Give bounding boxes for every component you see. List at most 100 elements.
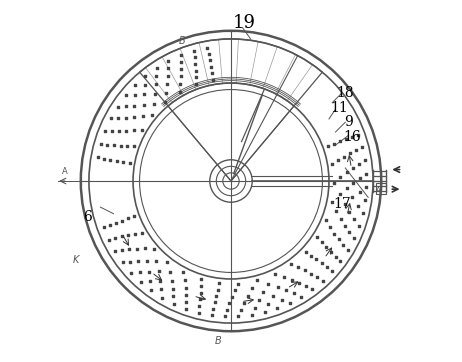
Point bbox=[313, 257, 320, 262]
Point bbox=[196, 303, 203, 309]
Point bbox=[337, 258, 344, 264]
Point bbox=[260, 290, 267, 295]
Point bbox=[328, 269, 335, 274]
Point bbox=[118, 247, 126, 253]
Point bbox=[141, 245, 148, 251]
Point bbox=[286, 300, 293, 306]
Point bbox=[244, 293, 251, 299]
Point bbox=[313, 274, 321, 280]
Point bbox=[101, 128, 109, 134]
Point bbox=[209, 306, 217, 312]
Point bbox=[363, 171, 370, 177]
Point bbox=[322, 244, 330, 250]
Point bbox=[337, 174, 344, 180]
Point bbox=[170, 294, 177, 299]
Point bbox=[192, 75, 200, 80]
Point bbox=[255, 298, 262, 303]
Point bbox=[349, 165, 357, 171]
Point bbox=[127, 258, 134, 264]
Point bbox=[235, 313, 242, 319]
Point bbox=[107, 157, 114, 163]
Point bbox=[164, 259, 171, 265]
Point bbox=[343, 185, 350, 191]
Point bbox=[346, 230, 353, 235]
Text: 17: 17 bbox=[333, 197, 351, 211]
Point bbox=[336, 138, 344, 144]
Point bbox=[131, 143, 138, 149]
Point bbox=[132, 231, 139, 237]
Point bbox=[359, 210, 366, 216]
Point bbox=[361, 157, 369, 163]
Point bbox=[349, 194, 356, 200]
Point bbox=[147, 287, 155, 293]
Point bbox=[248, 286, 255, 291]
Point bbox=[334, 157, 342, 163]
Point bbox=[328, 199, 335, 205]
Text: K: K bbox=[73, 254, 79, 265]
Text: 16: 16 bbox=[343, 130, 361, 144]
Point bbox=[228, 294, 236, 300]
Point bbox=[314, 234, 321, 240]
Point bbox=[132, 82, 139, 88]
Point bbox=[302, 283, 310, 289]
Point bbox=[216, 280, 223, 286]
Point bbox=[298, 294, 305, 300]
Point bbox=[359, 144, 366, 150]
Point bbox=[265, 281, 272, 287]
Text: 19: 19 bbox=[232, 14, 255, 31]
Point bbox=[211, 299, 219, 305]
Point bbox=[146, 278, 153, 284]
Point bbox=[158, 295, 166, 300]
Point bbox=[182, 285, 189, 291]
Point bbox=[100, 156, 108, 161]
Point bbox=[125, 232, 132, 238]
Text: A: A bbox=[61, 168, 67, 176]
Point bbox=[331, 231, 338, 236]
Point bbox=[103, 142, 111, 148]
Point bbox=[224, 307, 231, 313]
Point bbox=[113, 158, 121, 164]
Point bbox=[248, 312, 255, 318]
Point bbox=[195, 310, 202, 316]
Point bbox=[130, 114, 138, 120]
Point bbox=[225, 300, 233, 306]
Point bbox=[197, 290, 204, 296]
Point bbox=[354, 203, 361, 209]
Point bbox=[278, 297, 286, 303]
Point bbox=[136, 269, 143, 275]
Point bbox=[153, 258, 160, 264]
Point bbox=[291, 291, 298, 296]
Point bbox=[133, 246, 140, 252]
Point bbox=[318, 239, 325, 245]
Point bbox=[150, 101, 158, 106]
Point bbox=[111, 235, 119, 241]
Point bbox=[124, 215, 132, 221]
Point bbox=[177, 66, 185, 72]
Text: 18: 18 bbox=[336, 86, 354, 100]
Text: 6: 6 bbox=[83, 210, 91, 224]
Point bbox=[164, 81, 171, 87]
Point bbox=[192, 68, 199, 73]
Point bbox=[169, 286, 176, 291]
Bar bbox=[377, 183, 386, 194]
Point bbox=[138, 127, 146, 132]
Point bbox=[235, 281, 242, 286]
Point bbox=[152, 73, 160, 79]
Point bbox=[323, 265, 330, 270]
Point bbox=[122, 103, 130, 109]
Point bbox=[192, 81, 200, 87]
Point bbox=[166, 269, 174, 275]
Point bbox=[337, 216, 344, 222]
Point bbox=[319, 278, 326, 284]
Point bbox=[110, 142, 118, 148]
Point bbox=[152, 81, 159, 87]
Point bbox=[340, 242, 347, 248]
Point bbox=[280, 274, 288, 279]
Point bbox=[309, 286, 316, 292]
Point bbox=[344, 247, 351, 253]
Text: 9: 9 bbox=[344, 115, 353, 129]
Point bbox=[118, 233, 126, 239]
Point bbox=[164, 66, 172, 71]
Point bbox=[355, 132, 362, 138]
Point bbox=[182, 306, 190, 312]
